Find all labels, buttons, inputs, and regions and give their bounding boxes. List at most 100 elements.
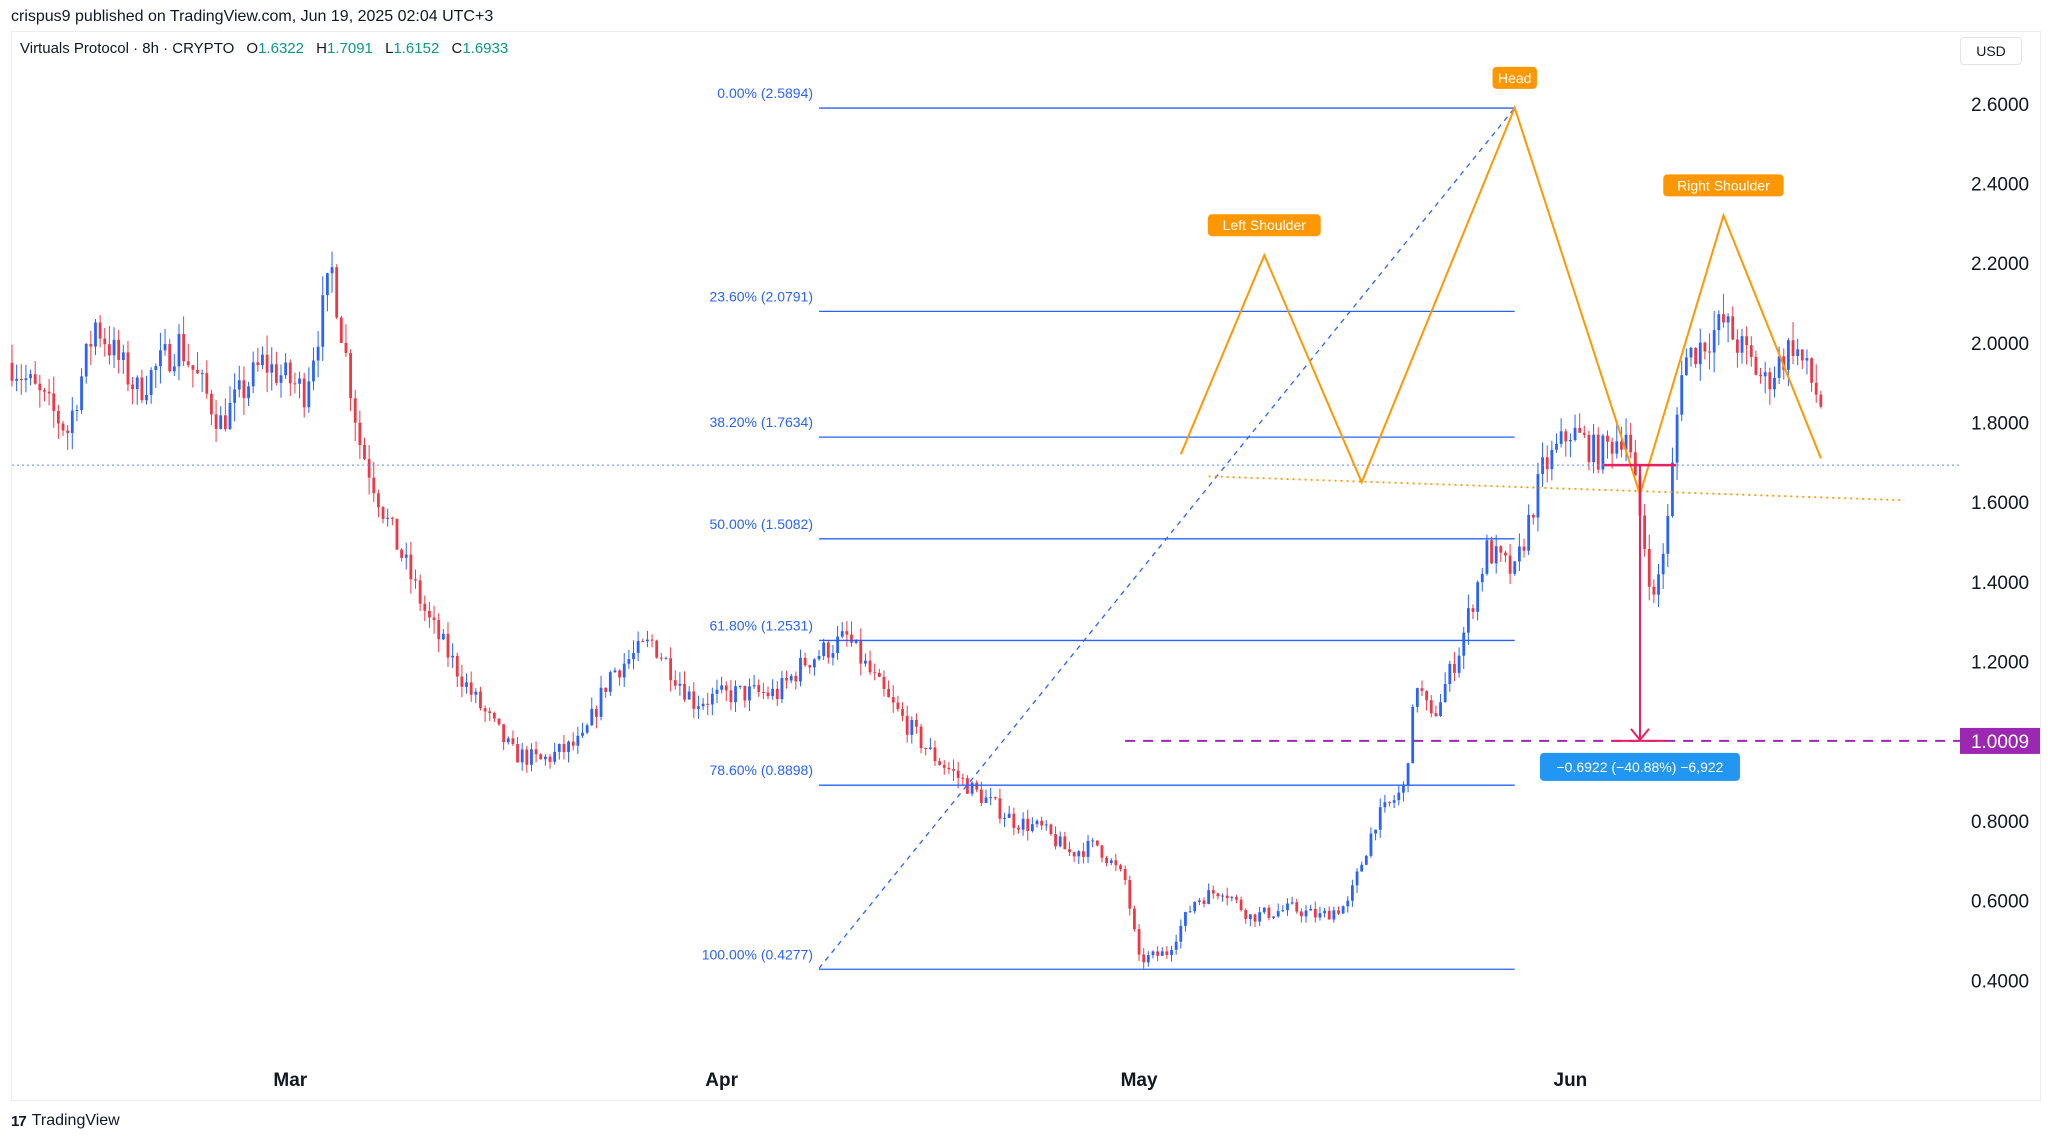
candle-body [24,378,28,381]
candle-body [288,362,292,384]
candle-body [1003,817,1006,819]
candle-body [1109,860,1113,864]
candle-body [1179,925,1183,942]
candle-body [1133,908,1136,930]
candle-body [38,383,42,391]
candle-body [901,708,904,716]
candle-body [1499,546,1503,553]
candle-body [474,691,478,695]
candle-body [29,374,32,379]
pattern-label-box [1207,214,1321,237]
candle-body [94,322,97,347]
candle-body [1248,914,1252,919]
candle-body [200,373,204,375]
candle-body [1559,431,1563,444]
candle-body [1504,552,1507,556]
candle-body [1735,339,1739,353]
candle-body [312,360,315,382]
candle-body [882,676,886,689]
candle-body [1573,427,1577,440]
candle-body [112,339,116,356]
candle-body [1378,807,1382,830]
candle-body [1814,382,1818,395]
candle-body [98,322,102,339]
candle-body [1805,358,1809,361]
candle-body [233,389,237,403]
candle-body [414,579,417,581]
candle-body [530,749,533,765]
open-value: 1.6322 [258,40,304,57]
candle-body [1555,443,1558,450]
candle-body [1105,857,1108,864]
candle-body [1360,864,1364,872]
symbol-name[interactable]: Virtuals Protocol · 8h · CRYPTO [20,40,235,57]
candle-body [400,549,403,558]
candle-body [854,639,858,643]
candle-body [905,715,909,735]
candle-body [975,782,979,790]
candle-body [1095,840,1099,846]
candle-body [1402,784,1405,793]
candle-body [599,687,603,717]
y-tick-label: 1.6000 [1971,493,2029,514]
y-tick-label: 1.4000 [1971,573,2029,594]
candle-body [1675,414,1679,463]
candle-body [928,747,932,749]
candle-body [845,631,849,635]
candle-body [1012,813,1016,828]
candle-body [270,364,274,373]
candle-body [539,754,543,760]
candle-body [56,410,60,424]
candle-body [1606,435,1609,442]
candle-body [775,688,779,700]
candle-body [715,689,719,694]
tradingview-brand[interactable]: 17 TradingView [11,1112,120,1130]
candle-body [1453,663,1456,673]
candle-body [210,393,213,415]
candle-body [47,391,51,394]
candle-body [1490,540,1493,564]
measure-box [1539,752,1740,781]
candle-body [1629,434,1633,453]
candle-body [19,378,23,381]
y-tick-label: 2.6000 [1971,95,2029,116]
currency-selector[interactable]: USD [1960,37,2022,65]
candle-body [1508,555,1512,574]
candle-body [970,782,974,794]
candle-body [437,619,441,640]
candle-body [585,725,589,733]
low-label: L [385,40,394,57]
candle-body [938,761,942,765]
candle-body [1698,342,1702,365]
candle-body [1527,514,1531,551]
candle-body [479,691,482,709]
candle-body [251,362,255,387]
high-label: H [316,40,327,57]
candle-body [1485,540,1489,574]
candle-body [1596,434,1600,470]
candle-body [701,703,705,707]
candle-body [822,642,826,656]
x-tick-label: May [1121,1070,1158,1091]
candle-body [998,798,1002,819]
candle-body [627,659,631,664]
candle-body [1174,941,1178,950]
pattern-label-box [1663,174,1784,197]
candle-body [1819,394,1823,407]
candle-body [386,517,390,519]
candle-body [887,688,890,698]
candle-body [242,380,246,399]
candle-body [1429,700,1433,714]
candle-body [1188,911,1192,913]
candle-body [237,380,241,390]
pattern-label-box [1492,66,1537,89]
candle-body [117,339,121,361]
candle-body [423,603,427,611]
candle-body [446,633,450,658]
measure-label: −0.6922 (−40.88%) −6,922 [1556,759,1723,775]
candle-body [1434,713,1438,716]
candle-body [279,375,283,383]
candle-body [121,352,125,361]
candle-body [196,369,199,374]
